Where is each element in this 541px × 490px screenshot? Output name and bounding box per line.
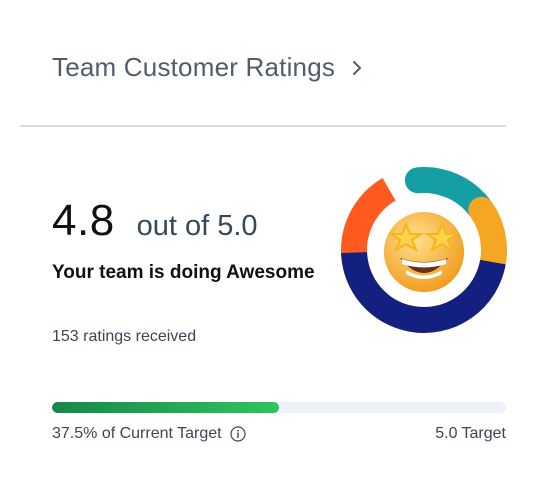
rating-donut [341, 167, 507, 333]
card-title: Team Customer Ratings [52, 52, 336, 82]
rating-score: 4.8 [52, 196, 115, 245]
target-progress-fill [52, 402, 279, 413]
rating-max: 5.0 [217, 210, 258, 242]
chevron-right-icon [353, 60, 362, 75]
target-progress-track [52, 402, 506, 413]
target-value: 5.0 [435, 425, 458, 442]
score-row: 4.8 out of 5.0 [52, 196, 258, 246]
header-divider [20, 125, 506, 127]
out-of-label: out of [136, 210, 210, 242]
star-struck-emoji-icon [384, 212, 464, 292]
target-label: 5.0 Target [435, 425, 506, 443]
rating-status-text: Your team is doing Awesome [52, 262, 315, 283]
card-header-link[interactable]: Team Customer Ratings [52, 52, 367, 83]
info-icon[interactable] [229, 426, 246, 442]
target-text: Target [461, 425, 506, 442]
progress-label-row: 37.5% of Current Target [52, 425, 246, 443]
progress-label: 37.5% of Current Target [52, 425, 222, 442]
ratings-count: 153 ratings received [52, 328, 197, 345]
donut-segment-amber [341, 167, 507, 333]
donut-segment-teal [341, 167, 507, 333]
